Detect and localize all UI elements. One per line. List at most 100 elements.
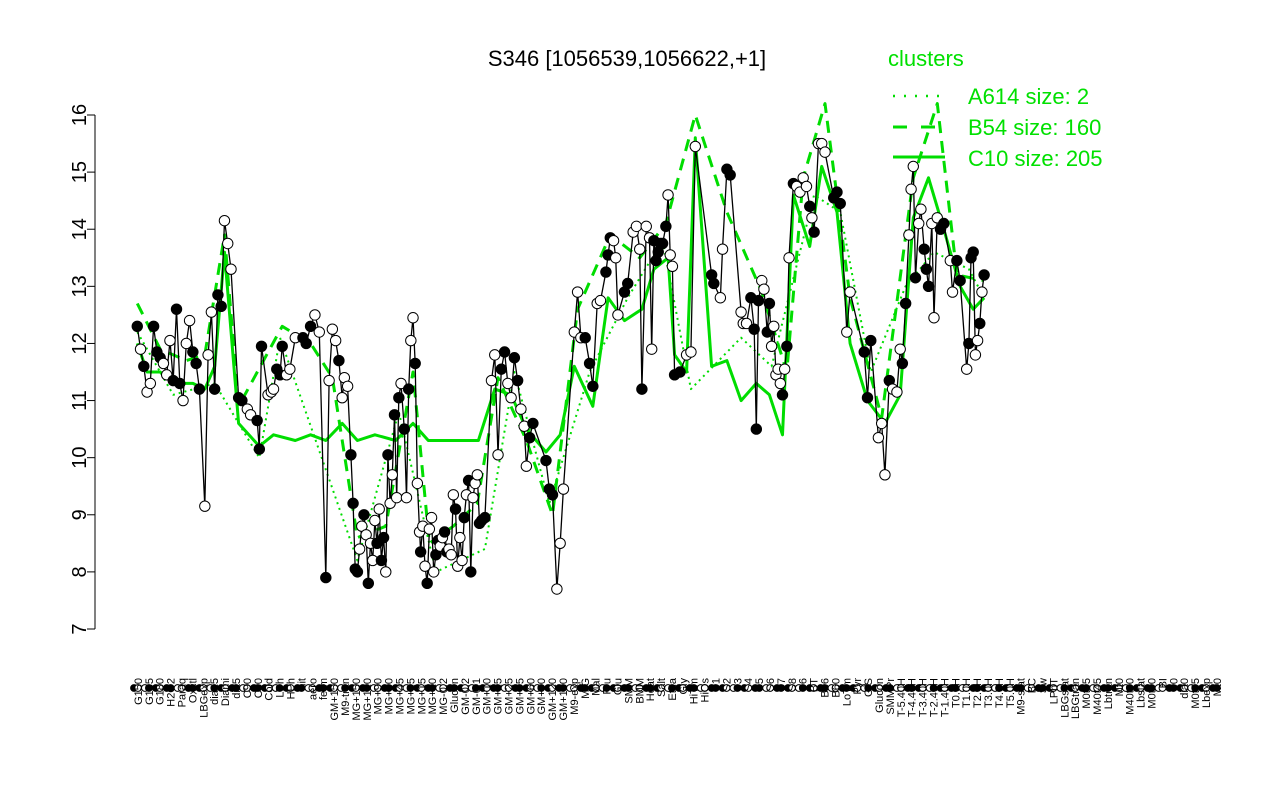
- x-tick-label: T-3.40H: [918, 678, 930, 717]
- x-tick-label: T2.0H: [972, 678, 984, 708]
- data-point: [449, 503, 462, 515]
- x-tick-label: G150: [133, 678, 145, 705]
- data-point: [967, 246, 979, 258]
- data-point: [358, 509, 370, 521]
- cluster-line-solid: [135, 136, 986, 454]
- x-tick-label: Lbtran: [1103, 678, 1115, 709]
- data-point: [407, 312, 419, 324]
- x-tick-label: Oxctl: [187, 678, 199, 703]
- data-point: [405, 334, 417, 347]
- x-tick-label: G/S: [863, 678, 875, 697]
- data-point: [636, 383, 648, 395]
- data-point: [400, 491, 413, 504]
- x-tick-label: MG+120: [362, 678, 374, 721]
- x-tick-label: Pyr: [852, 678, 864, 695]
- data-point: [479, 511, 491, 524]
- data-point: [685, 346, 697, 358]
- data-point: [505, 392, 517, 404]
- x-tick-label: S7: [776, 678, 788, 691]
- data-point: [313, 326, 325, 338]
- data-point: [554, 537, 566, 550]
- x-tick-label: T-4.40H: [907, 678, 919, 717]
- x-tick-label: MG+150: [351, 678, 363, 721]
- y-tick-label: 8: [69, 566, 91, 577]
- x-tick-label: LPhT: [1048, 678, 1060, 705]
- x-tick-label: M9-tran: [340, 678, 352, 716]
- data-point: [351, 566, 364, 578]
- data-point: [583, 357, 596, 370]
- x-tick-label: Salt: [656, 678, 668, 697]
- legend-label-b54: B54 size: 160: [968, 115, 1101, 140]
- x-tick-label: SMM: [623, 678, 635, 704]
- x-tick-label: GM-0.1: [471, 678, 483, 715]
- data-point: [467, 491, 479, 504]
- x-tick-label: S8: [787, 678, 799, 691]
- data-point: [646, 343, 658, 355]
- data-point: [612, 309, 624, 321]
- cluster-lines: [135, 102, 986, 573]
- x-tick-label: GM+15: [493, 678, 505, 714]
- data-point: [557, 483, 570, 495]
- data-point: [251, 414, 263, 427]
- data-point: [495, 363, 507, 375]
- data-point: [147, 320, 160, 333]
- data-point: [894, 343, 906, 355]
- data-point: [398, 423, 410, 435]
- data-point: [390, 491, 403, 504]
- x-tick-label: Paraq: [176, 678, 188, 707]
- x-tick-label: dia5: [231, 678, 243, 699]
- data-point: [438, 526, 451, 538]
- data-point: [763, 297, 776, 310]
- x-tick-label: MG-0.2: [438, 678, 450, 715]
- data-point: [236, 394, 248, 407]
- data-point: [419, 560, 431, 572]
- data-point: [875, 417, 888, 430]
- data-point: [735, 306, 747, 318]
- data-point: [960, 363, 973, 375]
- data-point: [834, 197, 846, 210]
- data-point: [954, 274, 966, 287]
- x-tick-label: ferm: [318, 678, 330, 700]
- data-point: [190, 357, 202, 370]
- data-points: [131, 137, 990, 595]
- data-point: [425, 511, 438, 524]
- data-point: [180, 337, 193, 350]
- data-point: [202, 349, 214, 361]
- data-point: [622, 277, 634, 290]
- data-point: [808, 226, 820, 238]
- data-point: [750, 423, 763, 435]
- data-point: [267, 383, 280, 395]
- x-tick-label: HPh: [285, 678, 297, 699]
- y-tick-label: 11: [69, 390, 91, 411]
- x-tick-label: T-2.40H: [928, 678, 940, 717]
- category-marker: [1213, 684, 1221, 692]
- data-point: [402, 383, 415, 395]
- data-point: [373, 503, 385, 515]
- data-point: [768, 320, 780, 333]
- x-tick-label: C90: [242, 678, 254, 698]
- x-tick-label: M0t90: [1146, 678, 1158, 709]
- x-tick-label: Cold: [264, 678, 276, 701]
- x-tick-label: Mal: [591, 678, 603, 696]
- y-tick-label: 13: [69, 275, 91, 297]
- x-tick-labels: G150G135G180H2O2ParaqOxctlLBGexpdia15Dia…: [133, 677, 1224, 720]
- data-point: [345, 449, 357, 461]
- x-tick-label: Diami: [220, 678, 232, 706]
- data-point: [540, 454, 552, 467]
- axes: 7 8 9 10 11 12 13 14 15 16: [69, 104, 96, 635]
- x-tick-label: nit: [296, 678, 308, 690]
- x-tick-label: C30: [253, 678, 265, 698]
- data-point: [362, 577, 375, 590]
- data-point: [976, 286, 988, 298]
- data-point: [656, 237, 669, 250]
- data-point: [421, 577, 433, 590]
- data-point: [891, 386, 903, 398]
- data-point: [551, 583, 563, 595]
- data-point: [879, 469, 891, 481]
- data-point: [511, 374, 524, 387]
- x-tick-label: T0.0H: [950, 678, 962, 708]
- data-point: [600, 266, 612, 278]
- data-point: [329, 334, 342, 347]
- x-tick-label: Gly: [678, 678, 690, 695]
- x-tick-label: Fru: [602, 678, 614, 695]
